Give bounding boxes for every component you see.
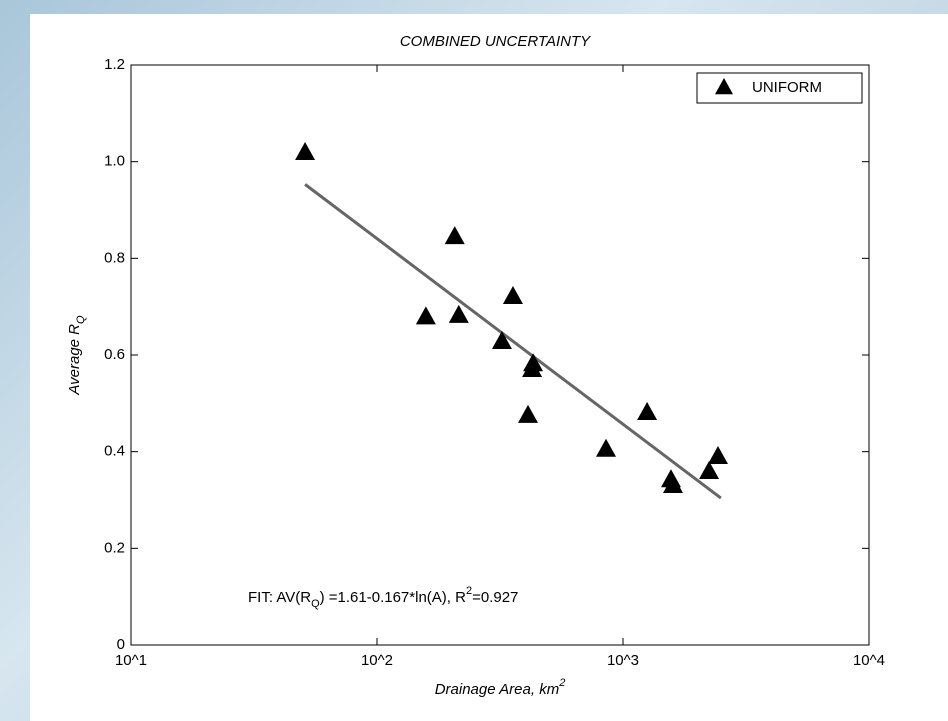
marker bbox=[295, 142, 316, 160]
marker bbox=[637, 402, 658, 421]
x-tick-label: 10^1 bbox=[115, 652, 147, 669]
legend-marker bbox=[715, 78, 733, 95]
panel bbox=[30, 14, 948, 721]
legend-label: UNIFORM bbox=[752, 79, 822, 96]
x-tick-label: 10^2 bbox=[361, 652, 393, 669]
y-label-sub: Q bbox=[75, 315, 87, 324]
x-axis-label: Drainage Area, km2 bbox=[435, 677, 566, 698]
marker bbox=[502, 286, 523, 305]
y-tick-label: 0 bbox=[117, 636, 125, 653]
annotation-part: ) =1.61-0.167*ln(A), R bbox=[320, 589, 466, 606]
annotation-part: =0.927 bbox=[472, 589, 518, 606]
y-tick-label: 0.2 bbox=[104, 539, 125, 556]
chart-title: COMBINED UNCERTAINTY bbox=[400, 33, 591, 50]
marker bbox=[491, 330, 512, 349]
annotation-sup: 2 bbox=[466, 585, 472, 597]
marker bbox=[523, 353, 544, 372]
x-label-main: Drainage Area, km bbox=[435, 681, 560, 698]
fit-annotation: FIT: AV(RQ) =1.61-0.167*ln(A), R2=0.927 bbox=[248, 585, 518, 610]
fit-line bbox=[304, 183, 722, 500]
x-tick-label: 10^3 bbox=[607, 652, 639, 669]
marker bbox=[448, 304, 469, 323]
y-label-main: Average R bbox=[66, 324, 83, 396]
x-label-sup: 2 bbox=[558, 677, 565, 689]
marker bbox=[444, 226, 465, 245]
x-tick-label: 10^4 bbox=[853, 652, 885, 669]
y-tick-label: 0.6 bbox=[104, 346, 125, 363]
y-tick-label: 0.8 bbox=[104, 249, 125, 266]
marker bbox=[518, 404, 539, 423]
y-axis-label: Average RQ bbox=[66, 315, 87, 396]
y-tick-label: 1.2 bbox=[104, 56, 125, 73]
marker bbox=[707, 446, 728, 465]
annotation-part: FIT: AV(R bbox=[248, 589, 311, 606]
marker bbox=[596, 438, 617, 457]
annotation-sub: Q bbox=[311, 598, 320, 610]
y-tick-label: 1.0 bbox=[104, 153, 125, 170]
marker bbox=[663, 475, 684, 494]
y-tick-label: 0.4 bbox=[104, 443, 125, 460]
marker bbox=[415, 306, 436, 325]
marker bbox=[699, 461, 720, 479]
